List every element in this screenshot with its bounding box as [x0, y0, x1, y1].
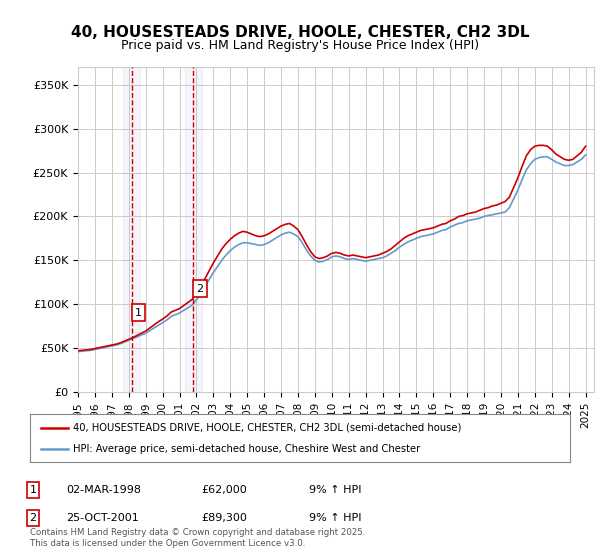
Text: Price paid vs. HM Land Registry's House Price Index (HPI): Price paid vs. HM Land Registry's House … — [121, 39, 479, 52]
Text: 9% ↑ HPI: 9% ↑ HPI — [309, 513, 361, 523]
Text: HPI: Average price, semi-detached house, Cheshire West and Chester: HPI: Average price, semi-detached house,… — [73, 444, 421, 454]
Text: 2: 2 — [197, 284, 204, 293]
Text: 9% ↑ HPI: 9% ↑ HPI — [309, 485, 361, 495]
Text: £89,300: £89,300 — [201, 513, 247, 523]
Text: 40, HOUSESTEADS DRIVE, HOOLE, CHESTER, CH2 3DL: 40, HOUSESTEADS DRIVE, HOOLE, CHESTER, C… — [71, 25, 529, 40]
Text: £62,000: £62,000 — [201, 485, 247, 495]
Text: 1: 1 — [135, 307, 142, 318]
Bar — [123, 67, 140, 392]
Text: 2: 2 — [29, 513, 37, 523]
Text: 40, HOUSESTEADS DRIVE, HOOLE, CHESTER, CH2 3DL (semi-detached house): 40, HOUSESTEADS DRIVE, HOOLE, CHESTER, C… — [73, 423, 461, 433]
Text: 02-MAR-1998: 02-MAR-1998 — [66, 485, 141, 495]
Text: 25-OCT-2001: 25-OCT-2001 — [66, 513, 139, 523]
Bar — [185, 67, 202, 392]
Text: Contains HM Land Registry data © Crown copyright and database right 2025.
This d: Contains HM Land Registry data © Crown c… — [30, 528, 365, 548]
Text: 1: 1 — [29, 485, 37, 495]
